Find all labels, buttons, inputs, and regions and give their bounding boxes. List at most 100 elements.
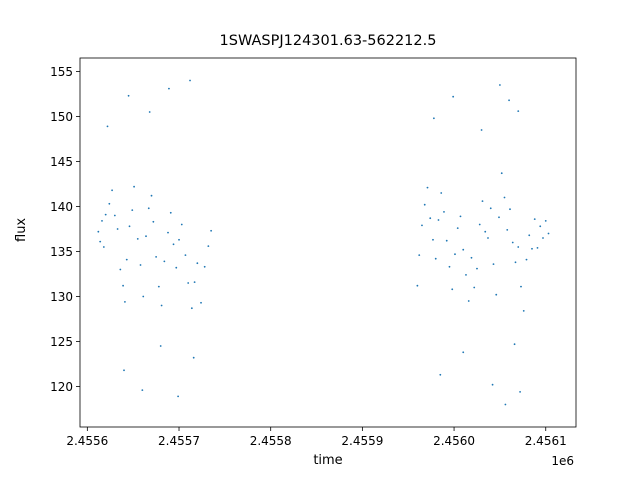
data-point (142, 295, 145, 298)
data-point (544, 220, 547, 222)
data-point (145, 235, 147, 238)
data-point (169, 211, 172, 214)
data-point (467, 300, 470, 302)
data-point (454, 253, 456, 256)
data-point (539, 225, 542, 228)
data-point (448, 265, 451, 268)
data-point (517, 110, 520, 112)
data-point (509, 208, 511, 211)
data-point (119, 268, 122, 271)
y-tick-label: 135 (50, 245, 73, 259)
x-tick-label: 2.4557 (158, 434, 200, 448)
data-point (122, 284, 124, 287)
data-point (459, 215, 462, 218)
data-point (445, 239, 448, 242)
data-point (189, 79, 191, 82)
data-point (528, 234, 531, 237)
data-point (163, 260, 166, 263)
data-point (113, 214, 116, 217)
data-point (155, 256, 158, 258)
data-point (426, 186, 429, 189)
data-point (498, 216, 500, 219)
x-axis-label: time (313, 453, 343, 468)
data-point (531, 247, 533, 250)
data-point (148, 111, 151, 113)
y-tick-label: 140 (50, 200, 73, 214)
data-point (99, 240, 102, 243)
data-point (167, 231, 169, 234)
data-point (177, 395, 180, 398)
data-point (178, 238, 180, 241)
data-point (443, 211, 445, 213)
data-point (536, 247, 539, 249)
data-point (136, 238, 139, 240)
x-tick-label: 2.4558 (250, 434, 292, 448)
x-axis: 2.4556 2.4557 2.4558 2.4559 2.4560 2.4561 (66, 427, 567, 448)
data-point (478, 223, 481, 226)
data-point (456, 227, 459, 230)
data-point (437, 219, 440, 221)
data-point (439, 373, 442, 376)
y-axis-label: flux (14, 217, 29, 242)
data-point (147, 207, 150, 210)
data-point (124, 301, 126, 303)
data-point (207, 245, 210, 248)
data-point (97, 230, 100, 233)
data-point (168, 87, 170, 90)
data-point (504, 403, 507, 406)
data-point (520, 285, 522, 288)
data-point (492, 263, 495, 265)
data-point (522, 310, 525, 312)
data-point (184, 254, 187, 256)
data-point (533, 218, 536, 221)
x-axis-offset-label: 1e6 (551, 454, 574, 468)
data-point (203, 265, 206, 268)
data-points (97, 79, 550, 406)
data-point (180, 223, 183, 226)
y-tick-label: 145 (50, 155, 73, 169)
data-point (432, 238, 434, 241)
x-tick-label: 2.4561 (525, 434, 567, 448)
data-point (519, 391, 521, 393)
data-point (418, 254, 421, 256)
data-point (196, 262, 199, 265)
data-point (429, 217, 432, 220)
data-point (101, 220, 103, 222)
data-point (491, 383, 494, 386)
data-point (503, 196, 506, 199)
y-tick-label: 125 (50, 335, 73, 349)
y-tick-label: 150 (50, 110, 73, 124)
data-point (128, 225, 131, 228)
data-point (160, 304, 163, 307)
x-tick-label: 2.4559 (341, 434, 383, 448)
data-point (480, 129, 483, 131)
data-point (432, 117, 435, 120)
data-point (481, 200, 484, 203)
data-point (451, 288, 454, 291)
data-point (476, 267, 478, 270)
data-point (111, 189, 113, 192)
data-point (157, 285, 160, 288)
data-point (547, 232, 550, 235)
x-tick-label: 2.4560 (433, 434, 475, 448)
data-point (125, 258, 128, 261)
data-point (542, 237, 544, 239)
data-point (104, 213, 107, 216)
data-point (416, 284, 419, 287)
data-point (133, 185, 135, 188)
y-tick-label: 120 (50, 380, 73, 394)
data-point (421, 224, 423, 227)
data-point (465, 274, 467, 276)
data-point (127, 94, 130, 97)
data-point (152, 220, 155, 223)
data-point (116, 228, 119, 230)
data-point (484, 230, 487, 233)
data-point (500, 172, 503, 175)
y-tick-label: 130 (50, 290, 73, 304)
data-point (470, 256, 473, 259)
plot-area-frame (79, 57, 577, 428)
data-point (200, 301, 202, 304)
data-point (514, 261, 517, 264)
x-tick-label: 2.4556 (66, 434, 108, 448)
data-point (452, 95, 455, 98)
